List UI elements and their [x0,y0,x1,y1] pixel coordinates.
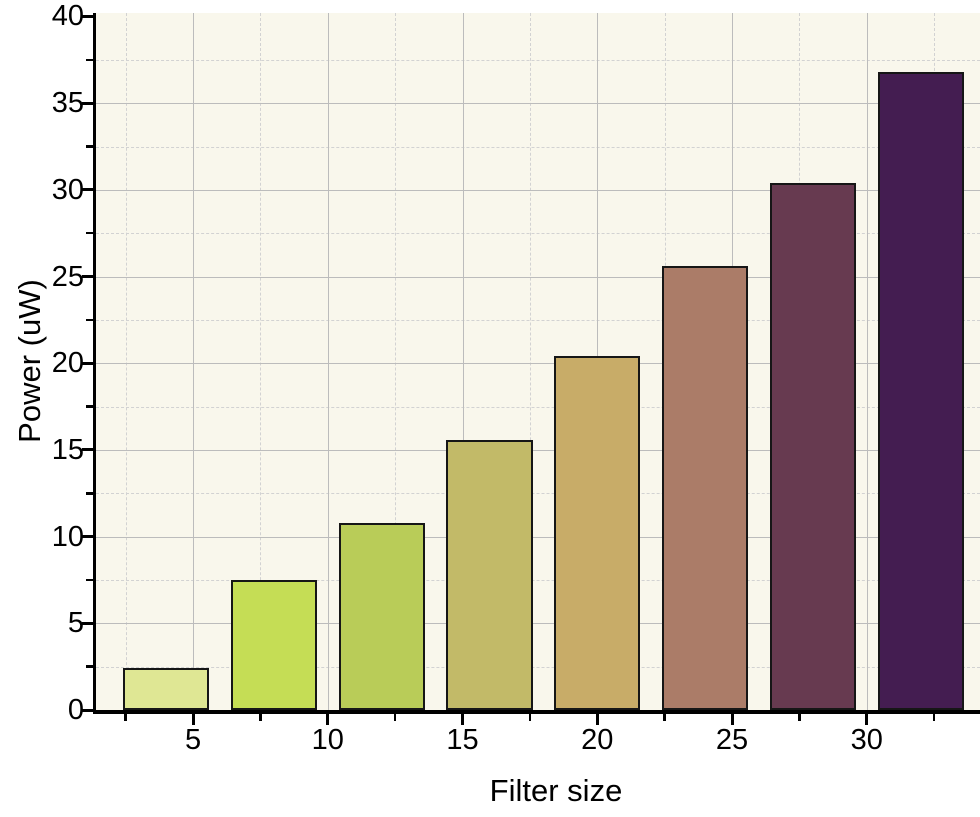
y-minor-gridline [96,319,980,321]
x-minor-gridline [529,13,531,710]
x-major-tick [595,713,599,725]
y-major-gridline [96,449,980,451]
y-major-tick [82,708,93,712]
x-major-gridline [327,13,329,710]
y-major-tick [82,448,93,452]
x-major-tick [865,713,869,725]
y-major-tick [82,275,93,279]
x-major-tick [461,713,465,725]
y-major-tick [82,621,93,625]
x-minor-tick [932,713,936,721]
x-axis-title: Filter size [489,773,623,808]
y-minor-gridline [96,59,980,61]
y-major-gridline [96,363,980,365]
y-axis-spine [93,13,96,713]
y-major-gridline [96,623,980,625]
plot-area [96,13,980,710]
x-minor-tick [259,713,262,721]
x-tick-label: 5 [184,724,202,756]
y-major-tick [82,14,93,18]
y-minor-tick [86,492,93,495]
y-major-gridline [96,189,980,191]
y-minor-tick [86,318,93,322]
x-tick-label: 25 [715,724,749,756]
x-major-gridline [866,13,868,710]
y-minor-tick [86,145,93,148]
x-minor-gridline [260,13,262,710]
y-tick-label: 30 [51,173,84,206]
x-minor-tick [393,713,397,721]
y-tick-label: 15 [51,433,84,466]
y-tick-label: 20 [51,347,84,380]
x-major-tick [730,713,734,725]
bar [338,522,425,710]
y-minor-gridline [96,233,980,235]
y-tick-label: 40 [51,0,84,33]
y-minor-gridline [96,666,980,668]
bar [769,182,856,710]
x-tick-label: 15 [446,724,479,756]
bar [122,668,210,710]
x-major-gridline [462,13,464,710]
x-major-gridline [193,13,195,710]
bar [230,579,317,710]
x-minor-gridline [395,13,397,710]
bar [661,266,749,710]
y-major-gridline [96,276,980,278]
y-tick-label: 10 [51,520,84,553]
x-tick-label: 20 [581,724,614,756]
bar [554,356,641,710]
x-minor-tick [124,713,127,721]
x-major-tick [191,713,195,725]
y-minor-gridline [96,146,980,148]
y-minor-tick [86,405,93,408]
y-minor-tick [86,578,93,582]
y-major-tick [82,188,93,192]
x-minor-tick [663,713,666,721]
y-major-tick [82,361,93,365]
y-tick-label: 35 [51,87,84,120]
y-major-tick [82,535,93,539]
y-minor-tick [86,665,93,668]
y-minor-gridline [96,579,980,581]
y-minor-gridline [96,406,980,408]
bar [877,71,964,710]
x-major-tick [326,713,330,725]
y-minor-tick [86,58,93,62]
x-minor-tick [798,713,801,721]
y-major-gridline [96,536,980,538]
x-tick-label: 30 [850,724,883,756]
y-tick-label: 5 [67,607,84,640]
x-axis-spine [93,710,980,714]
y-major-gridline [96,103,980,105]
x-tick-label: 10 [311,724,344,756]
y-minor-gridline [96,493,980,495]
y-tick-label: 0 [67,694,84,726]
x-minor-gridline [125,13,127,710]
x-minor-tick [528,713,532,721]
bar [446,439,533,710]
y-minor-tick [86,231,93,235]
y-major-tick [82,101,93,105]
y-tick-label: 25 [51,260,84,293]
